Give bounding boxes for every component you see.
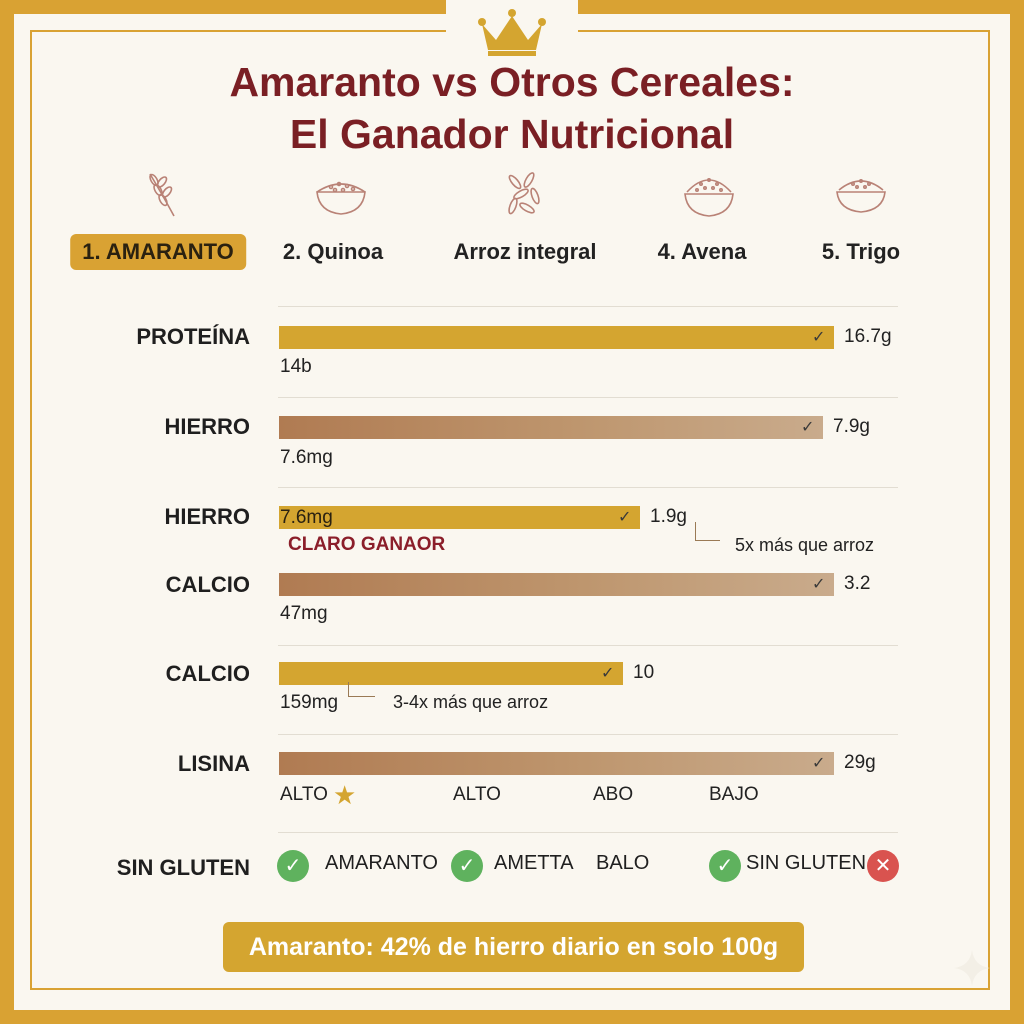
bar-value-lisina: 29g — [844, 752, 876, 773]
cross-circle-icon: ✕ — [867, 850, 899, 882]
gluten-item-2: AMETTA — [494, 852, 574, 874]
row-label-calcio-2: CALCIO — [165, 661, 250, 686]
crown-icon — [478, 9, 546, 56]
oat-bowl-icon — [684, 177, 734, 217]
wheat-icon — [149, 173, 175, 217]
row-divider — [278, 645, 898, 646]
note-leader-line — [348, 682, 375, 697]
row-label-lisina: LISINA — [177, 751, 250, 776]
winner-badge: CLARO GANAOR — [288, 534, 446, 555]
check-circle-icon: ✓ — [451, 850, 483, 882]
lisina-level-4: BAJO — [709, 784, 759, 805]
inbar-value-hierro-2: 7.6mg — [280, 507, 333, 528]
category-label-3: Arroz integral — [453, 239, 597, 264]
bar-proteina — [279, 326, 834, 349]
check-icon: ✓ — [601, 665, 615, 682]
wheat-bowl-icon — [836, 178, 886, 213]
row-divider — [278, 487, 898, 488]
row-divider — [278, 734, 898, 735]
row-label-hierro: HIERRO — [164, 414, 250, 439]
rice-grains-icon — [508, 172, 540, 215]
gluten-item-1: AMARANTO — [325, 852, 438, 874]
row-label-hierro-2: HIERRO — [164, 504, 250, 529]
gluten-item-4: SIN GLUTEN — [746, 852, 867, 874]
bar-hierro-2 — [279, 506, 640, 529]
check-icon: ✓ — [812, 329, 826, 346]
bar-lisina — [279, 752, 834, 775]
row-divider — [278, 306, 898, 307]
title-line-1: Amaranto vs Otros Cereales: — [229, 59, 795, 105]
title-line-2: El Ganador Nutricional — [289, 111, 735, 157]
gluten-item-3: BALO — [596, 852, 650, 874]
note-hierro: 5x más que arroz — [735, 535, 875, 555]
note-leader-line — [695, 522, 720, 541]
check-icon: ✓ — [812, 755, 826, 772]
check-icon: ✓ — [801, 419, 815, 436]
bar-value-hierro: 7.9g — [833, 416, 870, 437]
row-label-proteina: PROTEÍNA — [136, 324, 250, 349]
sub-value-hierro: 7.6mg — [280, 447, 333, 468]
sub-value-calcio-2: 159mg — [280, 692, 339, 713]
star-icon: ★ — [333, 780, 357, 810]
lisina-level-2: ALTO — [453, 784, 501, 805]
note-calcio: 3-4x más que arroz — [393, 692, 549, 712]
bar-value-calcio-2: 10 — [633, 662, 655, 683]
row-label-sin-gluten: SIN GLUTEN — [116, 855, 250, 880]
category-label-1: 1. AMARANTO — [70, 234, 246, 270]
category-label-5: 5. Trigo — [821, 239, 901, 264]
sparkle-icon — [954, 950, 990, 986]
bar-hierro — [279, 416, 823, 439]
bar-value-proteina: 16.7g — [844, 326, 892, 347]
row-divider — [278, 832, 898, 833]
bar-value-calcio: 3.2 — [844, 573, 871, 594]
check-icon: ✓ — [812, 576, 826, 593]
sub-value-calcio: 47mg — [280, 603, 328, 624]
row-label-calcio: CALCIO — [165, 572, 250, 597]
category-label-2: 2. Quinoa — [282, 239, 384, 264]
lisina-level-1: ALTO — [280, 784, 328, 805]
category-label-4: 4. Avena — [657, 239, 747, 264]
bar-calcio — [279, 573, 834, 596]
check-circle-icon: ✓ — [709, 850, 741, 882]
check-circle-icon: ✓ — [277, 850, 309, 882]
sub-value-proteina: 14b — [280, 356, 312, 377]
quinoa-bowl-icon — [316, 181, 366, 215]
check-icon: ✓ — [618, 509, 632, 526]
row-divider — [278, 397, 898, 398]
bar-calcio-2 — [279, 662, 623, 685]
bar-value-hierro-2: 1.9g — [650, 506, 687, 527]
bottom-banner: Amaranto: 42% de hierro diario en solo 1… — [223, 922, 804, 972]
lisina-level-3: ABO — [593, 784, 634, 805]
